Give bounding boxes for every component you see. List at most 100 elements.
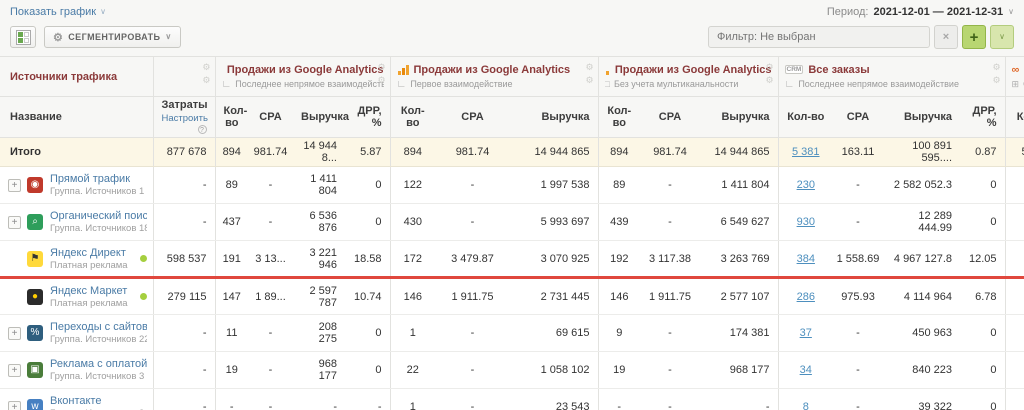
qty-cell: 192: [598, 241, 640, 278]
source-name-link[interactable]: Вконтакте: [50, 395, 144, 407]
qty-cell: [1005, 241, 1024, 278]
qty-cell: 9: [598, 315, 640, 352]
column-settings-gears[interactable]: [765, 61, 773, 86]
qty-cell: 122: [390, 167, 435, 204]
show-chart-toggle[interactable]: Показать график: [10, 6, 106, 18]
qty-cell: -: [598, 389, 640, 410]
column-costs: Затраты Настроить?: [153, 97, 215, 138]
revenue-cell: 5 993 697: [510, 204, 598, 241]
totals-cell: 894: [390, 138, 435, 167]
gear-icon: [585, 74, 593, 86]
revenue-cell: -: [293, 389, 345, 410]
source-name-link[interactable]: Яндекс Маркет: [50, 285, 128, 297]
source-subtitle: Группа. Источников 3: [50, 371, 147, 382]
totals-cell: 0.87: [960, 138, 1005, 167]
column-cpa: CPA: [435, 97, 510, 138]
table-view-button[interactable]: [10, 26, 36, 48]
configure-costs-link[interactable]: Настроить?: [162, 113, 207, 135]
source-name-link[interactable]: Реклама с оплатой за клик: [50, 358, 147, 370]
table-row: ◉ Прямой трафик Группа. Источников 1 - 8…: [0, 167, 1024, 204]
group-traffic-sources: Источники трафика: [0, 57, 153, 97]
expand-button[interactable]: [8, 216, 21, 229]
status-dot-icon: [140, 293, 147, 300]
orders-count-link[interactable]: 286: [797, 291, 815, 303]
column-settings-gears[interactable]: [585, 61, 593, 86]
qty-cell: 37: [778, 315, 833, 352]
add-filter-button[interactable]: [962, 25, 986, 49]
cpa-cell: -: [248, 204, 293, 241]
chevron-down-icon: [1008, 6, 1014, 18]
gear-icon: [765, 61, 773, 73]
site-referrals-icon: %: [27, 325, 43, 341]
qty-cell: 89: [215, 167, 248, 204]
expand-button[interactable]: [8, 364, 21, 377]
group-subtitle: Первое взаимодействие: [410, 79, 512, 89]
column-settings-gears[interactable]: [377, 61, 385, 86]
cpa-cell: 3 479.87: [435, 241, 510, 278]
cpa-cell: -: [248, 167, 293, 204]
orders-count-link[interactable]: 230: [797, 179, 815, 191]
source-name-cell: ◉ Прямой трафик Группа. Источников 1: [0, 167, 153, 204]
revenue-cell: 4 967 127.8: [883, 241, 960, 278]
table-row: ▣ Реклама с оплатой за клик Группа. Исто…: [0, 352, 1024, 389]
qty-cell: 34: [778, 352, 833, 389]
drr-cell: 0: [960, 315, 1005, 352]
cpa-cell: -: [833, 315, 883, 352]
group-title: Все заказы: [808, 64, 869, 76]
costs-cell: -: [153, 167, 215, 204]
revenue-cell: 968 177: [293, 352, 345, 389]
qty-cell: 930: [778, 204, 833, 241]
source-name-link[interactable]: Переходы с сайтов: [50, 321, 147, 333]
totals-cell: 894: [215, 138, 248, 167]
drr-cell: 0: [345, 352, 390, 389]
totals-cell: 5 381: [1005, 138, 1024, 167]
source-subtitle: Группа. Источников 18: [50, 223, 147, 234]
filter-dropdown-button[interactable]: [990, 25, 1014, 49]
qty-cell: 230: [778, 167, 833, 204]
source-name-link[interactable]: Прямой трафик: [50, 173, 144, 185]
drr-cell: 10.74: [345, 278, 390, 315]
table-row: % Переходы с сайтов Группа. Источников 2…: [0, 315, 1024, 352]
gear-icon: [377, 61, 385, 73]
yandex-direct-icon: ⚑: [27, 251, 43, 267]
expand-button[interactable]: [8, 327, 21, 340]
clear-filter-button[interactable]: [934, 25, 958, 49]
qty-cell: 1: [390, 315, 435, 352]
orders-count-link[interactable]: 34: [800, 364, 812, 376]
filter-controls: [708, 25, 1014, 49]
cpa-cell: -: [640, 167, 700, 204]
costs-cell: -: [153, 315, 215, 352]
qty-cell: 147: [215, 278, 248, 315]
drr-cell: 0: [345, 204, 390, 241]
qty-cell: 430: [390, 204, 435, 241]
revenue-cell: 6 536 876: [293, 204, 345, 241]
orders-count-link[interactable]: 384: [797, 253, 815, 265]
source-subtitle: Платная реклама: [50, 298, 128, 309]
qty-cell: [1005, 315, 1024, 352]
revenue-cell: 39 322: [883, 389, 960, 410]
column-settings-gears[interactable]: [202, 61, 210, 86]
table-row: w Вконтакте Группа. Источников 3 - - - -…: [0, 389, 1024, 410]
period-selector[interactable]: Период: 2021-12-01 — 2021-12-31: [827, 6, 1014, 18]
qty-cell: 384: [778, 241, 833, 278]
cpa-cell: 3 117.38: [640, 241, 700, 278]
orders-count-link[interactable]: 37: [800, 327, 812, 339]
segment-button[interactable]: СЕГМЕНТИРОВАТЬ: [44, 26, 181, 48]
expand-button[interactable]: [8, 401, 21, 410]
filter-input[interactable]: [708, 26, 930, 48]
orders-count-link[interactable]: 5 381: [792, 146, 820, 158]
grid-icon: [16, 30, 31, 45]
column-settings-gears[interactable]: [992, 61, 1000, 86]
orders-count-link[interactable]: 930: [797, 216, 815, 228]
source-name-cell: w Вконтакте Группа. Источников 3: [0, 389, 153, 410]
orders-count-link[interactable]: 8: [803, 401, 809, 410]
revenue-cell: 1 058 102: [510, 352, 598, 389]
column-revenue: Выручка: [293, 97, 345, 138]
column-qty: Кол-во: [215, 97, 248, 138]
totals-cell: 981.74: [640, 138, 700, 167]
source-name-link[interactable]: Органический поиск: [50, 210, 147, 222]
costs-cell: -: [153, 352, 215, 389]
column-drr: ДРР, %: [960, 97, 1005, 138]
expand-button[interactable]: [8, 179, 21, 192]
source-name-link[interactable]: Яндекс Директ: [50, 247, 128, 259]
